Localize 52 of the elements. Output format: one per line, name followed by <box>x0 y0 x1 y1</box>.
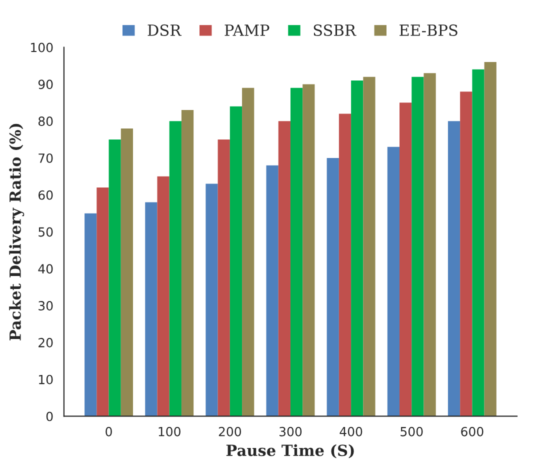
bar <box>169 121 182 416</box>
x-axis-title: Pause Time (S) <box>226 444 354 458</box>
bar <box>424 73 436 416</box>
bar <box>387 146 400 416</box>
bar <box>157 176 170 416</box>
bar <box>290 88 303 416</box>
bar <box>96 187 109 416</box>
y-tick-label: 90 <box>38 80 53 90</box>
y-tick-label: 50 <box>38 227 53 237</box>
bar <box>242 88 254 416</box>
legend-label: EE-BPS <box>400 24 458 36</box>
x-tick-label: 300 <box>280 426 302 436</box>
bar <box>448 121 460 416</box>
bar <box>484 62 496 416</box>
y-tick-label: 60 <box>38 190 53 200</box>
x-tick-label: 600 <box>461 426 484 436</box>
bar <box>351 80 364 416</box>
bar <box>230 106 242 416</box>
bar <box>181 110 194 416</box>
bar <box>326 158 339 416</box>
legend-label: SSBR <box>314 24 356 36</box>
bar <box>363 76 376 416</box>
x-tick-label: 500 <box>400 426 423 436</box>
y-tick-label: 0 <box>46 412 53 422</box>
bar <box>266 165 278 416</box>
bar <box>120 128 134 416</box>
y-axis-title: Packet Delivery Ratio (%) <box>9 124 24 340</box>
y-tick-label: 80 <box>38 116 53 126</box>
bar <box>145 202 158 416</box>
bar <box>460 92 472 416</box>
y-tick-label: 100 <box>31 42 53 52</box>
x-tick-label: 0 <box>106 426 112 436</box>
bar <box>472 69 484 416</box>
x-tick-label: 200 <box>218 426 242 436</box>
bar <box>218 140 230 416</box>
bar <box>400 102 412 416</box>
y-tick-label: 70 <box>38 153 53 163</box>
bar <box>302 84 315 416</box>
bar <box>338 114 352 416</box>
y-tick-label: 40 <box>38 264 53 274</box>
legend-label: PAMP <box>224 24 270 36</box>
bar <box>108 140 121 416</box>
bar <box>412 76 424 416</box>
y-tick-label: 20 <box>38 338 53 348</box>
x-tick-label: 400 <box>340 426 362 436</box>
y-tick-label: 10 <box>39 374 53 384</box>
bar <box>278 121 290 416</box>
bar <box>206 184 218 416</box>
legend-label: DSR <box>148 24 182 36</box>
y-tick-label: 30 <box>38 301 53 310</box>
bar <box>84 213 97 416</box>
x-tick-label: 100 <box>158 426 180 436</box>
